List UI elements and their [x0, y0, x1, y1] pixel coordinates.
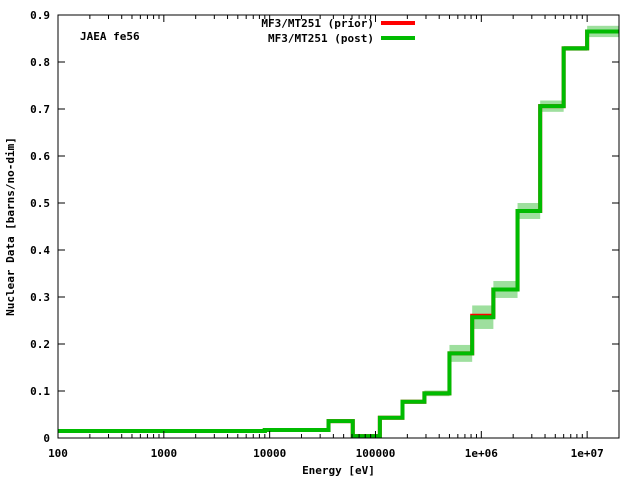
y-tick-label: 0.8	[30, 56, 50, 69]
chart-annotation: JAEA fe56	[80, 30, 140, 43]
y-tick-label: 0.4	[30, 244, 50, 257]
y-tick-label: 0	[43, 432, 50, 445]
legend: MF3/MT251 (prior) MF3/MT251 (post)	[261, 17, 415, 45]
x-axis: 100 1000 10000 100000 1e+06 1e+07	[48, 15, 620, 460]
y-tick-label: 0.7	[30, 103, 50, 116]
x-tick-label: 100	[48, 447, 68, 460]
y-tick-label: 0.2	[30, 338, 50, 351]
x-tick-label: 1e+06	[465, 447, 498, 460]
x-tick-label: 100000	[356, 447, 396, 460]
y-tick-label: 0.9	[30, 9, 50, 22]
y-tick-label: 0.5	[30, 197, 50, 210]
uncertainty-bands	[58, 25, 619, 437]
series-line	[58, 29, 619, 439]
y-tick-label: 0.6	[30, 150, 50, 163]
plot-frame	[57, 14, 620, 439]
series-line	[58, 29, 619, 439]
legend-label: MF3/MT251 (post)	[268, 32, 374, 45]
y-axis-title: Nuclear Data [barns/no-dim]	[4, 137, 17, 316]
x-axis-title: Energy [eV]	[302, 464, 375, 477]
y-axis: 0 0.1 0.2 0.3 0.4 0.5 0.6 0.7 0.8 0.9	[30, 9, 619, 445]
y-tick-label: 0.1	[30, 385, 50, 398]
x-tick-label: 1000	[151, 447, 178, 460]
x-tick-label: 1e+07	[571, 447, 604, 460]
x-tick-label: 10000	[253, 447, 286, 460]
series-lines	[58, 29, 619, 439]
y-tick-label: 0.3	[30, 291, 50, 304]
legend-label: MF3/MT251 (prior)	[261, 17, 374, 30]
